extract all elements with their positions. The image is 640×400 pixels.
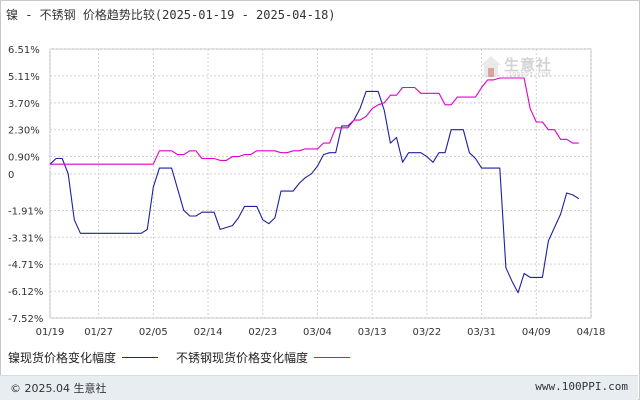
copyright-text: © 2025.04 生意社 bbox=[10, 382, 107, 395]
chart-title: 镍 - 不锈钢 价格趋势比较(2025-01-19 - 2025-04-18) bbox=[6, 8, 336, 22]
series-line-stainless bbox=[50, 77, 579, 165]
x-tick-label: 04/09 bbox=[522, 327, 551, 338]
x-tick-label: 03/31 bbox=[467, 327, 496, 338]
y-tick-label: 2.30% bbox=[8, 126, 40, 137]
legend-item-stainless: 不锈钢现货价格变化幅度 bbox=[176, 349, 351, 366]
y-tick-label: -3.31% bbox=[8, 233, 43, 244]
y-tick-label: 0.90% bbox=[8, 153, 40, 164]
x-tick-label: 02/23 bbox=[248, 327, 277, 338]
y-tick-label: 6.51% bbox=[8, 45, 40, 56]
legend-item-nickel: 镍现货价格变化幅度 bbox=[8, 349, 159, 366]
site-link[interactable]: www.100PPI.com bbox=[535, 380, 628, 393]
y-tick-label: -1.91% bbox=[8, 206, 43, 217]
y-tick-label: 5.11% bbox=[8, 72, 40, 83]
legend-swatch bbox=[122, 357, 159, 358]
x-tick-label: 02/05 bbox=[139, 327, 168, 338]
x-tick-label: 03/22 bbox=[412, 327, 441, 338]
legend-label: 不锈钢现货价格变化幅度 bbox=[176, 351, 309, 365]
series-line-nickel bbox=[49, 90, 580, 294]
x-tick-label: 01/27 bbox=[84, 327, 113, 338]
y-tick-label: -7.52% bbox=[8, 314, 43, 325]
x-tick-label: 01/19 bbox=[36, 327, 65, 338]
x-tick-label: 02/14 bbox=[194, 327, 223, 338]
y-tick-label: -4.71% bbox=[8, 260, 43, 271]
y-tick-label: -6.12% bbox=[8, 287, 43, 298]
legend-swatch bbox=[314, 357, 351, 358]
y-tick-label: 0 bbox=[8, 170, 14, 181]
footer-bar: © 2025.04 生意社 www.100PPI.com bbox=[0, 375, 638, 400]
x-tick-label: 03/04 bbox=[303, 327, 332, 338]
x-tick-label: 04/18 bbox=[577, 327, 606, 338]
legend-label: 镍现货价格变化幅度 bbox=[8, 351, 117, 365]
x-tick-label: 03/13 bbox=[358, 327, 387, 338]
y-tick-label: 3.70% bbox=[8, 99, 40, 110]
chart-legend: 镍现货价格变化幅度 不锈钢现货价格变化幅度 bbox=[8, 349, 368, 366]
